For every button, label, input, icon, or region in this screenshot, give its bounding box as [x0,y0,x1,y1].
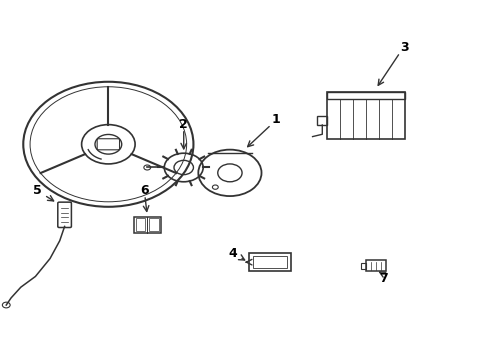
Text: 1: 1 [271,113,280,126]
Text: 6: 6 [140,184,149,197]
Text: 7: 7 [378,272,386,285]
Bar [317,116,326,125]
Text: 4: 4 [227,247,236,260]
Bar [366,260,385,271]
Bar [361,263,366,269]
Text: 5: 5 [33,184,42,197]
Text: 2: 2 [179,118,188,131]
Text: 3: 3 [400,41,408,54]
Bar [326,93,404,139]
Bar [326,93,404,99]
Bar [134,217,160,233]
Bar [149,218,159,231]
Bar [249,253,290,271]
Bar [136,218,145,231]
Bar [253,256,286,268]
